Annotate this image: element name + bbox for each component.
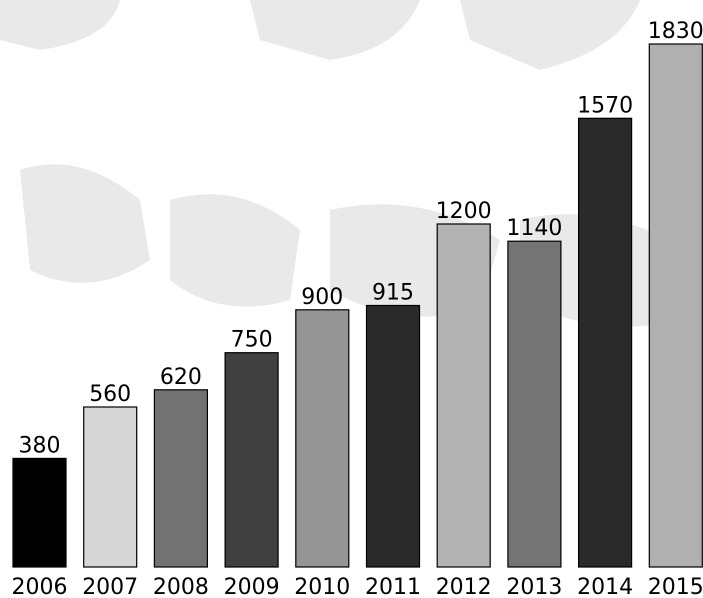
- data-label-2009: 750: [231, 328, 273, 353]
- bar-2014: [577, 117, 633, 568]
- data-label-2010: 900: [301, 285, 343, 310]
- data-label-2015: 1830: [648, 19, 703, 44]
- x-tick-label-2008: 2008: [153, 575, 209, 598]
- x-tick-label-2014: 2014: [577, 575, 633, 598]
- bar-2013: [507, 240, 562, 568]
- data-label-2007: 560: [89, 382, 131, 407]
- bar-2007: [83, 406, 138, 568]
- data-label-2008: 620: [160, 365, 202, 390]
- x-tick-label-2010: 2010: [294, 575, 350, 598]
- data-label-2012: 1200: [436, 199, 492, 224]
- x-tick-label-2007: 2007: [82, 575, 138, 598]
- bar-2011: [365, 304, 421, 568]
- x-tick-label-2013: 2013: [506, 575, 562, 598]
- bars-layer: [12, 43, 703, 568]
- x-tick-label-2012: 2012: [436, 575, 492, 598]
- data-label-2014: 1570: [577, 93, 633, 118]
- x-tick-label-2015: 2015: [648, 575, 703, 598]
- data-label-2013: 1140: [506, 216, 562, 241]
- bar-2010: [295, 309, 350, 568]
- x-tick-label-2011: 2011: [365, 575, 421, 598]
- x-tick-label-2009: 2009: [224, 575, 280, 598]
- data-label-2006: 380: [19, 433, 61, 458]
- bar-2009: [224, 352, 279, 568]
- bar-2008: [153, 389, 208, 568]
- bar-2012: [436, 223, 491, 568]
- x-tick-label-2006: 2006: [12, 575, 68, 598]
- data-label-2011: 915: [372, 281, 414, 306]
- bar-2015: [648, 43, 703, 568]
- bar-2006: [12, 457, 67, 568]
- data-labels-layer: 380 560 620 750 900 915 1200 1140 1570 1830: [19, 19, 703, 458]
- x-axis-tick-labels: 2006 2007 2008 2009 2010 2011 2012 2013 2014 2015: [12, 575, 703, 598]
